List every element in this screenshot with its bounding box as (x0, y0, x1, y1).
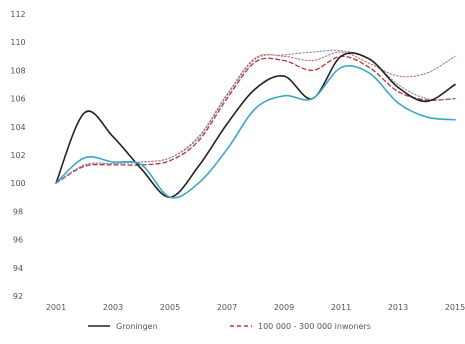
y-tick-label: 108 (10, 66, 25, 75)
x-tick-label: 2003 (103, 303, 123, 312)
legend-label: Groningen (116, 322, 158, 331)
y-tick-label: 96 (13, 236, 23, 245)
y-tick-label: 110 (10, 38, 25, 47)
y-tick-label: 102 (10, 151, 25, 160)
x-tick-label: 2009 (274, 303, 294, 312)
y-tick-label: 100 (10, 179, 25, 188)
x-tick-label: 2013 (388, 303, 408, 312)
x-tick-label: 2005 (160, 303, 180, 312)
x-tick-label: 2015 (445, 303, 465, 312)
y-tick-label: 94 (13, 264, 23, 273)
y-tick-label: 104 (10, 123, 25, 132)
series-line-2 (55, 65, 456, 199)
series-line-1 (55, 52, 456, 199)
series-line-4 (55, 51, 456, 184)
x-tick-label: 2001 (46, 303, 66, 312)
y-tick-label: 106 (10, 95, 25, 104)
y-tick-label: 112 (10, 10, 25, 19)
legend-label: 100 000 - 300 000 inwoners (258, 322, 371, 331)
y-tick-label: 92 (13, 292, 23, 301)
y-tick-label: 98 (13, 207, 23, 216)
x-tick-label: 2011 (331, 303, 351, 312)
series-line-5 (55, 49, 456, 184)
series-line-3 (55, 55, 456, 184)
x-tick-label: 2007 (217, 303, 237, 312)
